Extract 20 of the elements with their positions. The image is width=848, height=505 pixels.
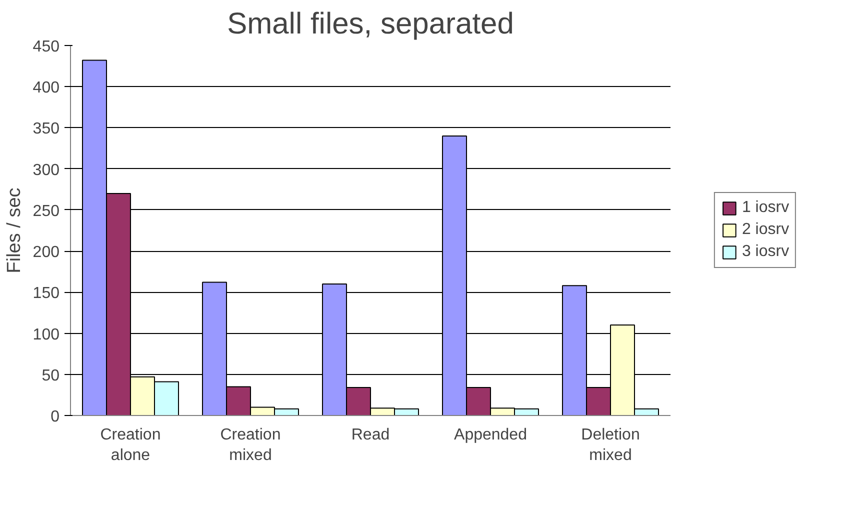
x-tick-label: Creation mixed: [220, 426, 281, 464]
y-tick-label: 400: [32, 80, 60, 97]
y-tick-label: 200: [32, 244, 60, 262]
legend-label: 2 iosrv: [742, 221, 790, 239]
x-tick-label: Deletion mixed: [581, 426, 640, 464]
y-tick-label: 150: [32, 285, 60, 302]
y-axis-title: Files / sec: [4, 188, 25, 274]
y-tick-label: 350: [32, 120, 60, 138]
y-tick-label: 100: [32, 326, 60, 344]
chart-title: Small files, separated: [227, 8, 514, 40]
legend-label: 1 iosrv: [742, 199, 790, 217]
y-tick-label: 50: [42, 367, 60, 384]
legend-label: 3 iosrv: [742, 243, 790, 261]
x-tick-label: Creation alone: [100, 426, 161, 464]
y-tick-label: 250: [32, 202, 60, 220]
y-tick-label: 300: [32, 162, 60, 179]
x-tick-label: Appended: [454, 426, 527, 444]
y-tick-label: 0: [50, 408, 60, 426]
x-tick-label: Read: [351, 426, 390, 444]
y-tick-label: 450: [32, 38, 60, 56]
